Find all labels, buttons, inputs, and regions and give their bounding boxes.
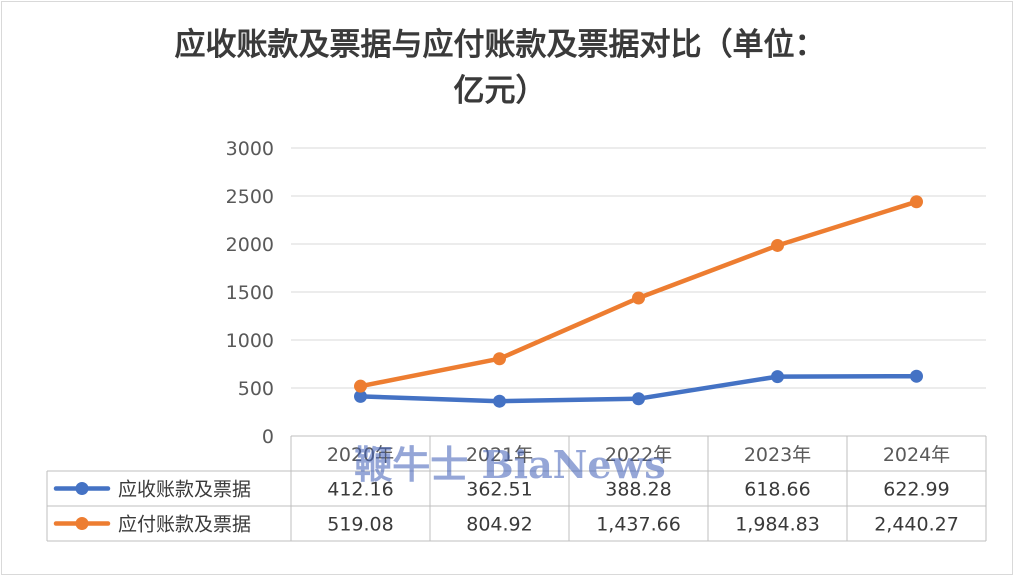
chart-title-line-1: 应收账款及票据与应付账款及票据对比（单位： <box>175 27 826 63</box>
data-point <box>910 195 923 209</box>
table-cell-value: 519.08 <box>327 514 393 536</box>
y-tick-label: 1000 <box>226 330 274 352</box>
chart-title-line-2: 亿元） <box>454 73 547 109</box>
category-label: 2024年 <box>883 444 950 466</box>
category-label: 2023年 <box>744 444 811 466</box>
data-point <box>493 352 506 366</box>
y-tick-label: 1500 <box>226 282 274 304</box>
table-cell-value: 388.28 <box>605 479 671 501</box>
data-point <box>354 379 367 393</box>
y-axis-tick-labels: 0 500 1000 1500 2000 2500 3000 <box>226 138 274 448</box>
data-point <box>771 238 784 252</box>
chart-title: 应收账款及票据与应付账款及票据对比（单位： 亿元） <box>175 27 826 109</box>
table-cell-value: 362.51 <box>466 479 532 501</box>
y-tick-label: 2000 <box>226 234 274 256</box>
y-tick-label: 0 <box>262 426 274 448</box>
y-tick-label: 2500 <box>226 186 274 208</box>
category-label: 2021年 <box>466 444 533 466</box>
table-cell-value: 618.66 <box>744 479 810 501</box>
y-tick-label: 500 <box>238 378 274 400</box>
category-label: 2020年 <box>327 444 394 466</box>
legend-key-marker <box>75 517 89 530</box>
watermark-text: 鞭牛士 BiaNews <box>354 442 665 487</box>
legend-key-marker <box>75 482 89 495</box>
table-cell-value: 1,984.83 <box>735 514 820 536</box>
table-cell-value: 2,440.27 <box>874 514 959 536</box>
table-cell-value: 804.92 <box>466 514 532 536</box>
data-point <box>493 394 506 408</box>
legend-series-name: 应付账款及票据 <box>118 514 251 536</box>
legend-series-name: 应收账款及票据 <box>118 479 251 501</box>
series-lines <box>354 195 923 408</box>
data-point <box>910 369 923 383</box>
table-cell-value: 412.16 <box>327 479 393 501</box>
table-cell-value: 1,437.66 <box>596 514 681 536</box>
category-label: 2022年 <box>605 444 672 466</box>
gridlines <box>291 147 986 389</box>
data-point <box>354 389 367 403</box>
data-point <box>632 392 645 406</box>
table-cell-value: 622.99 <box>883 479 949 501</box>
data-point <box>632 291 645 305</box>
data-point <box>771 370 784 384</box>
y-tick-label: 3000 <box>226 138 274 160</box>
watermark: 鞭牛士 BiaNews <box>354 442 665 487</box>
